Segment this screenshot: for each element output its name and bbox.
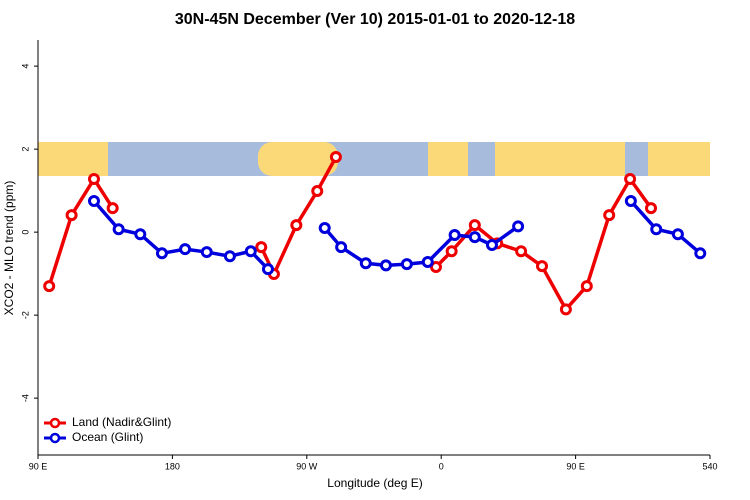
data-point: [106, 202, 119, 215]
data-point: [671, 228, 684, 241]
data-point: [311, 185, 324, 198]
x-tick-label: 0: [439, 461, 444, 471]
y-tick-label: 2: [20, 147, 30, 152]
data-point: [515, 245, 528, 258]
data-point: [580, 280, 593, 293]
data-point: [448, 229, 461, 242]
data-point: [603, 209, 616, 222]
data-point: [624, 195, 637, 208]
data-point: [179, 243, 192, 256]
land-band: [428, 142, 468, 176]
data-point: [400, 258, 413, 271]
chart-title: 30N-45N December (Ver 10) 2015-01-01 to …: [175, 11, 575, 28]
legend-marker: [49, 417, 61, 429]
data-point: [255, 241, 268, 254]
data-point: [645, 202, 658, 215]
y-tick-label: 4: [20, 64, 30, 69]
data-point: [559, 303, 572, 316]
data-point: [335, 241, 348, 254]
data-point: [421, 256, 434, 269]
map-band: [38, 142, 710, 176]
land-band: [258, 142, 338, 176]
data-point: [468, 231, 481, 244]
data-point: [88, 195, 100, 208]
land-band: [648, 142, 710, 176]
data-point: [379, 259, 392, 272]
data-point: [429, 261, 442, 274]
data-point: [155, 247, 168, 260]
data-point: [512, 220, 525, 233]
data-point: [65, 209, 78, 222]
x-tick-label: 540: [702, 461, 717, 471]
data-point: [261, 263, 274, 276]
land-band: [495, 142, 625, 176]
y-tick-label: 0: [20, 230, 30, 235]
x-axis-label: Longitude (deg E): [327, 476, 422, 490]
data-point: [445, 245, 458, 258]
data-point: [329, 151, 342, 164]
data-point: [468, 219, 481, 232]
data-point: [359, 257, 372, 270]
data-point: [650, 223, 663, 236]
data-point: [624, 173, 637, 186]
data-point: [485, 239, 498, 252]
y-tick-label: -2: [20, 311, 30, 319]
data-point: [244, 245, 257, 258]
data-point: [318, 221, 331, 234]
data-point: [223, 250, 236, 263]
legend-marker: [49, 432, 61, 444]
data-point: [536, 260, 548, 273]
data-point: [200, 246, 213, 259]
x-tick-label: 180: [165, 461, 180, 471]
y-tick-label: -4: [20, 394, 30, 402]
legend-label: Ocean (Glint): [72, 430, 143, 444]
data-point: [694, 247, 707, 260]
data-point: [112, 223, 125, 236]
legend-label: Land (Nadir&Glint): [72, 415, 171, 429]
data-point: [290, 219, 303, 232]
x-tick-label: 90 E: [29, 461, 48, 471]
land-band: [38, 142, 108, 176]
data-point: [43, 280, 56, 293]
x-tick-label: 90 W: [296, 461, 318, 471]
data-point: [88, 173, 100, 186]
x-tick-label: 90 E: [566, 461, 585, 471]
data-point: [134, 228, 147, 241]
y-axis-label: XCO2 - MLO trend (ppm): [2, 181, 16, 316]
